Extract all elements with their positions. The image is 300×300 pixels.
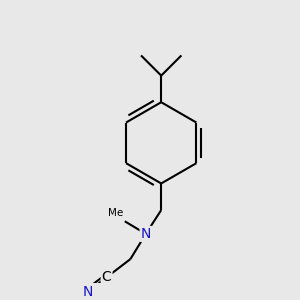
Text: N: N [141,227,151,241]
Text: C: C [102,270,112,284]
Text: Me: Me [108,208,123,218]
Text: N: N [82,285,93,299]
